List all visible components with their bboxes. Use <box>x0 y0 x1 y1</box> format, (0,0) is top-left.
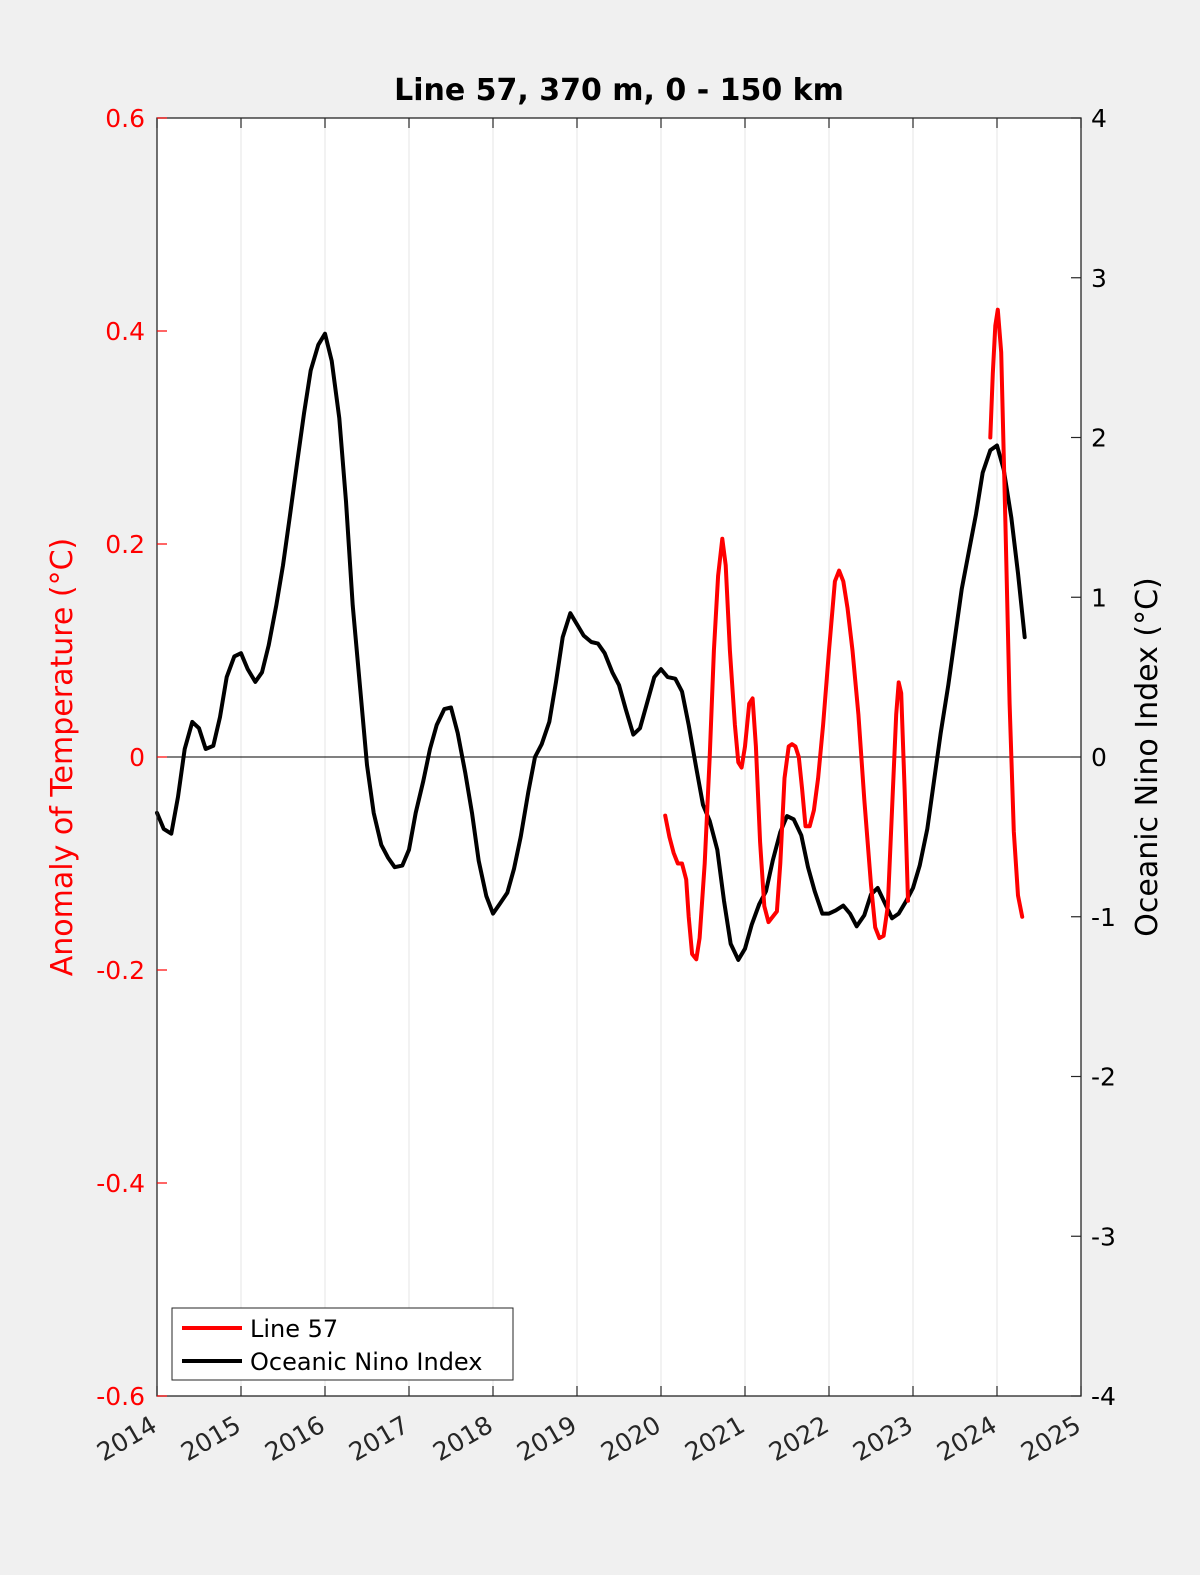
legend-box <box>171 1307 514 1381</box>
y-left-tick-label: -0.2 <box>96 956 145 985</box>
series-line-57-path-1 <box>988 307 1025 919</box>
y-left-tick-label: 0 <box>129 743 145 772</box>
y-right-tick-label: -4 <box>1091 1382 1116 1411</box>
y-right-tick-label: 4 <box>1091 104 1107 133</box>
y-left-tick-label: 0.4 <box>105 317 145 346</box>
series-oni-path-0 <box>155 331 1027 962</box>
chart-title: Line 57, 370 m, 0 - 150 km <box>394 73 844 108</box>
series-line-57-path-0 <box>663 536 910 962</box>
y-left-tick-label: 0.6 <box>105 104 145 133</box>
y-right-tick-label: -1 <box>1091 903 1116 932</box>
y-right-tick-label: 0 <box>1091 743 1107 772</box>
y-right-tick-label: 3 <box>1091 264 1107 293</box>
y-right-tick-label: 1 <box>1091 583 1107 612</box>
legend-label-oni: Oceanic Nino Index <box>250 1348 482 1376</box>
y-axis-label-right: Oceanic Nino Index (°C) <box>1130 577 1165 937</box>
series-layer <box>155 307 1027 962</box>
legend-label-line-57: Line 57 <box>250 1315 338 1343</box>
y-axis-label-left: Anomaly of Temperature (°C) <box>45 538 80 977</box>
y-left-tick-label: -0.6 <box>96 1382 145 1411</box>
y-right-tick-label: -3 <box>1091 1222 1116 1251</box>
legend: Line 57 Oceanic Nino Index <box>171 1307 514 1381</box>
y-right-tick-label: -2 <box>1091 1063 1116 1092</box>
y-left-tick-label: -0.4 <box>96 1169 145 1198</box>
y-left-tick-label: 0.2 <box>105 530 145 559</box>
y-right-tick-label: 2 <box>1091 424 1107 453</box>
